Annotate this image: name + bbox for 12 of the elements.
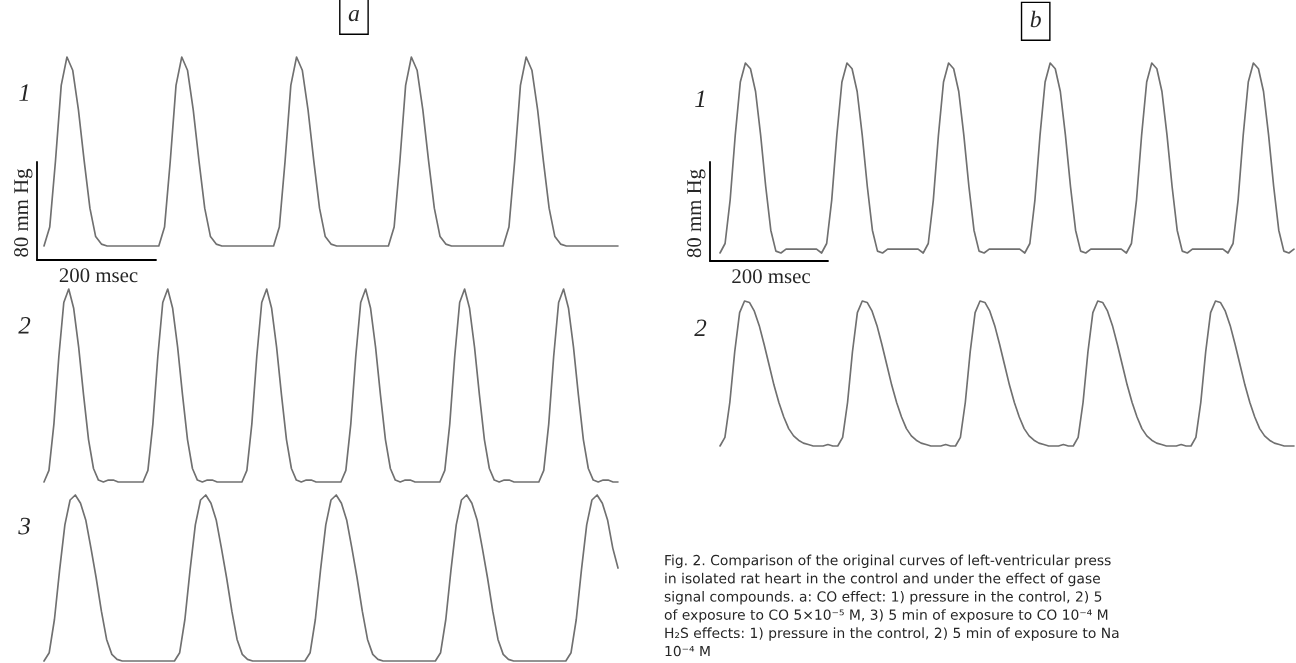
series-label: 3 — [18, 517, 30, 535]
text: 80 mm Hg — [14, 168, 33, 257]
text: 200 msec — [732, 269, 810, 284]
series-label: 2 — [694, 319, 707, 337]
text: 200 msec — [59, 268, 138, 283]
series-label: 1 — [695, 90, 705, 108]
series-label: 2 — [18, 317, 31, 334]
series-label: 1 — [19, 84, 29, 101]
caption: Fig. 2. Comparison of the original curves of left-ventricular press in isolated rat heart in the control and under the effect of gase signal compounds. a: CO effect: 1) pressure in the control, 2) 5 of exposure to CO 5×10⁻⁵ M, 3) 5 min of exposure to CO 10⁻⁴ M H₂S effects: 1) pressure in the control, 2) 5 min of exposure to Na 10⁻⁴ M — [664, 554, 1119, 657]
chart-title: a — [348, 9, 359, 22]
chart-title: b — [1030, 10, 1041, 28]
text: 80 mm Hg — [687, 169, 706, 258]
